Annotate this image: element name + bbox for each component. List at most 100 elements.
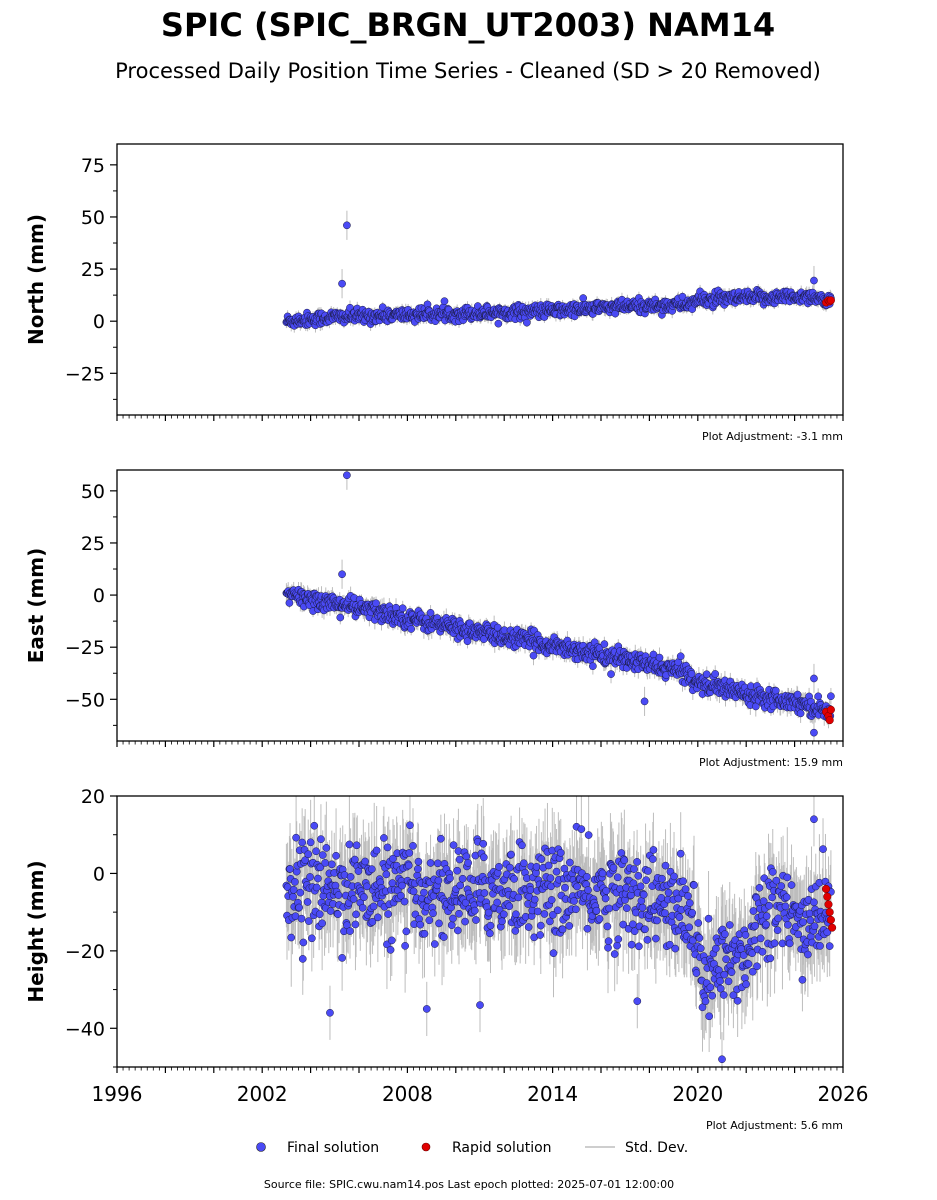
final-point: [312, 883, 321, 892]
final-point: [374, 913, 382, 922]
y-tick-label: 25: [81, 259, 105, 281]
final-points: [282, 815, 837, 1064]
y-axis-label: East (mm): [24, 548, 48, 664]
plot-adjustment-note: Plot Adjustment: -3.1 mm: [702, 430, 843, 443]
y-tick-label: 25: [81, 533, 105, 555]
y-tick-label: −50: [65, 689, 105, 711]
final-point: [523, 318, 531, 327]
final-point: [310, 821, 319, 830]
final-point: [346, 873, 355, 881]
final-point: [383, 843, 392, 852]
final-point: [343, 471, 351, 480]
final-point: [368, 917, 377, 926]
final-point: [814, 692, 823, 701]
final-point: [398, 604, 407, 613]
final-point: [352, 910, 360, 919]
final-point: [298, 955, 307, 963]
final-point: [380, 834, 388, 842]
final-point: [327, 860, 336, 869]
plot-adjustment-note: Plot Adjustment: 15.9 mm: [699, 756, 843, 769]
final-point: [296, 888, 305, 897]
final-point: [298, 838, 306, 847]
final-point: [360, 893, 368, 902]
final-point: [322, 844, 331, 852]
final-point: [299, 938, 308, 947]
final-point: [297, 914, 306, 923]
final-point: [334, 891, 343, 899]
final-point: [372, 846, 381, 855]
final-point: [317, 835, 325, 844]
final-point: [285, 599, 294, 607]
panel-1: −50 −25 0 25 50 East (mm) Plot Adjustment: 15.…: [24, 469, 844, 769]
final-point: [345, 840, 354, 849]
y-tick-label: −25: [65, 637, 105, 659]
final-point: [382, 870, 391, 879]
final-point: [600, 640, 609, 648]
final-point: [306, 873, 314, 881]
figure-subtitle: Processed Daily Position Time Series - C…: [115, 59, 821, 83]
final-point: [358, 903, 367, 912]
final-point: [307, 934, 316, 943]
final-point: [286, 865, 294, 873]
final-point: [493, 623, 502, 632]
final-point: [361, 857, 369, 866]
final-point: [338, 954, 346, 962]
final-point: [589, 662, 597, 670]
final-point: [407, 625, 416, 633]
final-point: [529, 651, 538, 660]
final-point: [810, 728, 818, 737]
final-point: [607, 670, 615, 678]
final-point: [295, 903, 303, 912]
plot-frame: [116, 143, 844, 416]
final-point: [579, 294, 588, 302]
panel-0: −25 0 25 50 75 North (mm) Plot Adjustment: -3.…: [24, 143, 844, 443]
final-point: [336, 613, 345, 622]
final-point: [793, 690, 802, 699]
rapid-point: [826, 296, 835, 305]
final-point: [352, 841, 361, 850]
final-point: [676, 652, 685, 661]
final-point: [315, 910, 324, 919]
final-point: [678, 292, 687, 301]
rapid-point: [826, 705, 835, 714]
final-point: [810, 276, 818, 285]
final-point: [350, 855, 359, 864]
final-point: [332, 851, 340, 860]
y-tick-label: 0: [93, 585, 105, 607]
final-point: [494, 319, 503, 328]
final-point: [384, 910, 393, 918]
final-point: [351, 920, 360, 929]
y-tick-label: 50: [81, 207, 105, 229]
final-point: [321, 859, 330, 867]
final-point: [312, 847, 320, 856]
panels-group: −25 0 25 50 75 North (mm) Plot Adjustment: -3.…: [24, 143, 868, 1132]
y-tick-label: 0: [93, 311, 105, 333]
final-point: [369, 902, 378, 911]
final-point: [796, 709, 805, 718]
final-point: [287, 933, 296, 942]
final-point: [771, 686, 780, 695]
final-point: [289, 892, 297, 901]
y-axis-label: North (mm): [24, 214, 48, 345]
final-point: [306, 838, 315, 847]
final-point: [304, 850, 313, 859]
final-point: [289, 885, 298, 894]
final-point: [440, 297, 449, 306]
figure-title: SPIC (SPIC_BRGN_UT2003) NAM14: [161, 6, 775, 44]
y-tick-label: −25: [65, 363, 105, 385]
final-point: [338, 279, 346, 288]
final-point: [372, 599, 380, 608]
final-point: [687, 670, 696, 678]
final-point: [367, 865, 376, 873]
final-point: [810, 674, 818, 683]
final-point: [343, 221, 351, 230]
final-point: [711, 670, 720, 678]
final-point: [318, 919, 326, 928]
final-point: [304, 917, 313, 925]
final-point: [363, 882, 371, 891]
final-point: [303, 898, 312, 906]
final-point: [314, 874, 322, 883]
final-point: [318, 851, 327, 859]
